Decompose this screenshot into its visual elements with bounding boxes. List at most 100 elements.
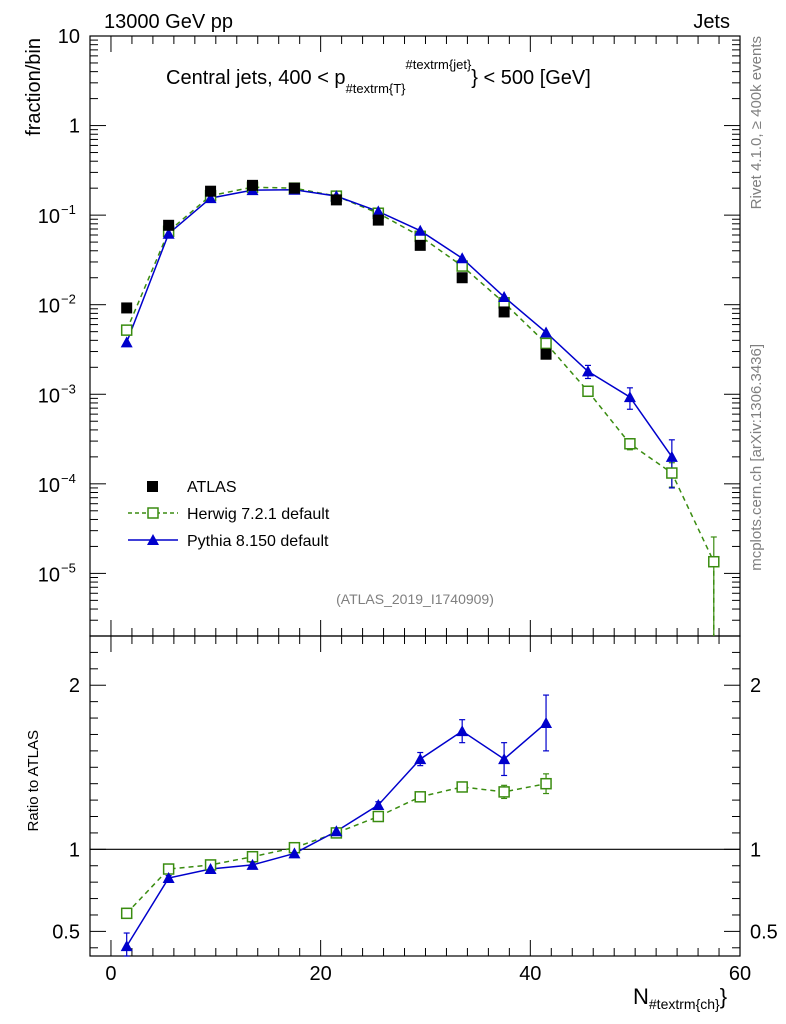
legend-atlas-label: ATLAS	[187, 479, 237, 496]
legend-atlas-marker	[147, 481, 158, 492]
ratio-pythia-point	[120, 940, 133, 952]
title-tail: } < 500 [GeV]	[471, 67, 591, 89]
atlas-point	[456, 272, 468, 284]
ratio-panel-frame	[89, 635, 741, 957]
ratio-herwig-point	[414, 791, 426, 803]
ratio-tick-label-right: 0.5	[750, 921, 778, 943]
legend-pythia-marker	[147, 534, 159, 545]
x-tick-label: 20	[310, 963, 332, 985]
main-y-label: fraction/bin	[23, 38, 45, 136]
header-right: Jets	[693, 11, 730, 33]
x-tick-label: 60	[729, 963, 751, 985]
pythia-point	[665, 450, 678, 462]
y-tick-exponent: −2	[61, 292, 76, 307]
legend-herwig-marker	[147, 507, 159, 519]
y-tick-label: 10	[38, 385, 60, 407]
ratio-herwig-point	[120, 907, 133, 920]
ratio-pythia-point	[414, 753, 427, 765]
atlas-point	[372, 214, 384, 226]
legend: ATLAS Herwig 7.2.1 default Pythia 8.150 …	[128, 479, 330, 550]
atlas-point	[205, 185, 217, 197]
legend-herwig-label: Herwig 7.2.1 default	[187, 506, 330, 523]
x-axis-label: N#textrm{ch}}	[633, 984, 727, 1012]
main-data-layer	[120, 179, 720, 636]
ratio-tick-label-left: 2	[69, 675, 80, 697]
analysis-watermark: (ATLAS_2019_I1740909)	[336, 591, 494, 607]
ratio-pythia-point	[204, 863, 217, 875]
herwig-point	[624, 438, 636, 450]
ratio-pythia-point	[162, 872, 175, 884]
x-tick-label: 40	[519, 963, 541, 985]
atlas-point	[163, 219, 175, 231]
atlas-point	[540, 348, 552, 360]
pythia-point	[456, 252, 469, 264]
y-tick-label: 10	[38, 475, 60, 497]
pythia-line	[125, 189, 673, 458]
ratio-tick-label-right: 2	[750, 675, 761, 697]
pythia-point	[540, 326, 553, 338]
ratio-tick-label-left: 0.5	[52, 921, 80, 943]
ratio-herwig-line	[126, 782, 547, 914]
pythia-point	[623, 391, 636, 403]
pythia-point	[120, 336, 133, 348]
ratio-herwig-point	[540, 777, 552, 790]
ratio-pythia-point	[456, 725, 469, 737]
herwig-point	[708, 555, 720, 568]
ratio-y-ticks: 0.5 0.5 1 1 2 2	[52, 651, 778, 949]
atlas-point	[247, 179, 258, 191]
y-tick-label: 10	[58, 26, 80, 48]
xlabel-main: N	[633, 984, 649, 1009]
xlabel-sub: #textrm{ch}	[649, 996, 720, 1012]
y-tick-exponent: −4	[61, 471, 76, 486]
main-title: Central jets, 400 < p#textrm{T} #textrm{j…	[166, 57, 591, 96]
y-tick-label: 10	[38, 564, 60, 586]
ratio-pythia-point	[372, 799, 385, 811]
y-tick-exponent: −3	[61, 381, 76, 396]
y-tick-label: 10	[38, 206, 60, 228]
pythia-point	[498, 290, 511, 302]
ratio-herwig-point	[456, 781, 468, 793]
x-ticks: 0 20 40 60	[105, 36, 751, 985]
y-tick-exponent: −1	[61, 202, 76, 217]
herwig-point	[120, 324, 133, 336]
ratio-pythia-point	[540, 716, 553, 728]
pythia-point	[414, 224, 427, 236]
atlas-point	[414, 239, 426, 251]
y-tick-exponent: −5	[61, 560, 76, 575]
title-sup: #textrm{jet}	[406, 57, 472, 72]
ratio-pythia-point	[288, 847, 301, 859]
pythia-point	[204, 192, 217, 204]
ratio-y-label: Ratio to ATLAS	[25, 730, 42, 831]
pythia-point	[581, 365, 594, 377]
rivet-label: Rivet 4.1.0, ≥ 400k events	[748, 36, 765, 209]
atlas-point	[121, 302, 133, 314]
xlabel-tail: }	[720, 984, 727, 1009]
ratio-herwig-point	[498, 786, 510, 798]
ratio-pythia-point	[246, 858, 259, 870]
ratio-herwig-point	[372, 810, 385, 823]
x-tick-label: 0	[105, 963, 116, 985]
legend-pythia-label: Pythia 8.150 default	[187, 533, 329, 550]
ratio-tick-label-left: 1	[69, 839, 80, 861]
atlas-point	[330, 194, 342, 206]
y-tick-label: 10	[38, 296, 60, 318]
ratio-pythia-point	[498, 753, 511, 765]
herwig-point	[666, 467, 678, 479]
mcplots-label: mcplots.cern.ch [arXiv:1306.3436]	[748, 344, 765, 571]
title-main: Central jets, 400 < p	[166, 67, 346, 89]
atlas-point	[288, 182, 300, 194]
herwig-point	[582, 385, 594, 398]
ratio-tick-label-right: 1	[750, 839, 761, 861]
pythia-point	[372, 205, 385, 217]
title-sub: #textrm{T}	[346, 81, 407, 96]
ratio-pythia-point	[330, 825, 343, 837]
atlas-point	[498, 306, 510, 318]
ratio-data-layer	[120, 694, 553, 957]
pythia-point	[162, 227, 175, 239]
herwig-point	[540, 337, 552, 350]
y-tick-label: 1	[69, 116, 80, 138]
header-left: 13000 GeV pp	[104, 11, 233, 33]
